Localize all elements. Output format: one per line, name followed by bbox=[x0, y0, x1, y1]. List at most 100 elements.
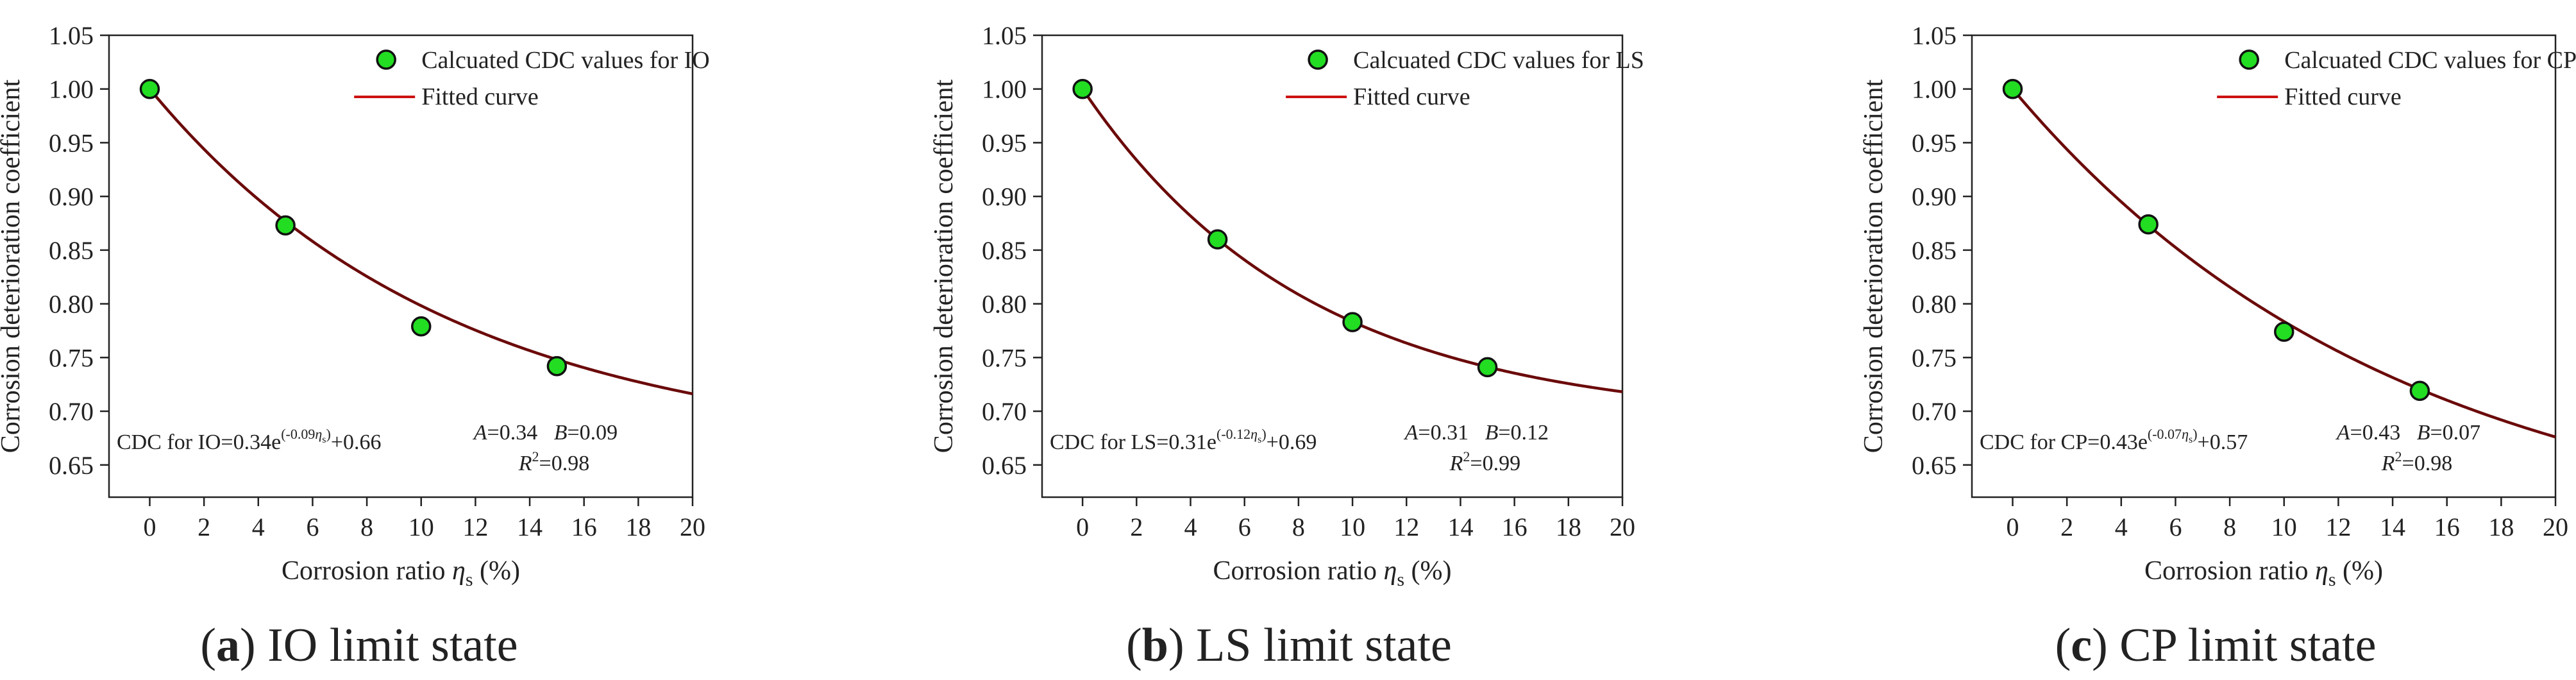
y-tick-label: 0.65 bbox=[982, 451, 1027, 480]
param-r-value: =0.99 bbox=[1470, 452, 1520, 475]
caption-close-paren: ) bbox=[1168, 619, 1184, 672]
x-axis-label-main: Corrosion ratio bbox=[282, 556, 452, 586]
y-tick-label: 1.00 bbox=[982, 75, 1027, 104]
x-tick-label: 0 bbox=[1076, 513, 1089, 541]
caption-letter: b bbox=[1142, 619, 1168, 672]
panel-caption: (c) CP limit state bbox=[2055, 619, 2377, 672]
caption-letter: c bbox=[2071, 619, 2092, 672]
y-tick-label: 1.05 bbox=[1912, 21, 1957, 50]
caption-open-paren: ( bbox=[1126, 619, 1142, 672]
plot-frame bbox=[108, 34, 694, 498]
fit-equation: CDC for LS=0.31e(-0.12ηs)+0.69 bbox=[1050, 426, 1317, 454]
x-tick-label: 12 bbox=[462, 513, 488, 541]
x-axis-label-main: Corrosion ratio bbox=[2144, 556, 2315, 586]
param-r-superscript: 2 bbox=[2395, 448, 2402, 464]
calculated-cdc-point bbox=[139, 78, 160, 99]
x-tick-label: 18 bbox=[2488, 513, 2514, 541]
caption-open-paren: ( bbox=[2055, 619, 2071, 672]
x-tick-label: 12 bbox=[1393, 513, 1419, 541]
x-tick-label: 14 bbox=[517, 513, 543, 541]
param-b-symbol: B bbox=[2417, 421, 2430, 445]
x-tick-label: 10 bbox=[2271, 513, 2297, 541]
y-tick-label: 0.75 bbox=[49, 343, 94, 372]
y-tick-label: 0.70 bbox=[1912, 397, 1957, 426]
calculated-cdc-point bbox=[2138, 214, 2159, 235]
calculated-cdc-point bbox=[2002, 78, 2023, 99]
fit-equation-exponent-subscript: s bbox=[322, 434, 326, 445]
y-tick-label: 0.80 bbox=[1912, 290, 1957, 319]
y-tick-label: 0.90 bbox=[1912, 182, 1957, 211]
param-r-value: =0.98 bbox=[539, 452, 590, 475]
fit-params-r2: R2=0.98 bbox=[2381, 448, 2452, 475]
x-tick-label: 18 bbox=[1556, 513, 1581, 541]
chart-panel-1: 0 2 4 6 8 10 12 14 16 18 20 0.65 0.70 0.75 0.80 0.85 0.9… bbox=[0, 21, 710, 672]
x-axis-label: Corrosion ratio ηs (%) bbox=[282, 556, 520, 590]
plot-frame bbox=[1971, 34, 2557, 498]
param-a-symbol: A bbox=[473, 421, 487, 445]
x-tick-label: 2 bbox=[2060, 513, 2073, 541]
fitted-curve-line bbox=[1081, 88, 1623, 393]
y-tick-label: 1.05 bbox=[982, 21, 1027, 50]
caption-text: LS limit state bbox=[1184, 619, 1452, 672]
fit-equation-prefix: CDC for IO=0.34e bbox=[117, 430, 281, 454]
fit-params-ab: A=0.31 B=0.12 bbox=[1404, 421, 1549, 445]
x-tick-label: 20 bbox=[680, 513, 705, 541]
param-r-superscript: 2 bbox=[532, 448, 539, 464]
x-tick-label: 6 bbox=[306, 513, 319, 541]
y-tick-label: 0.75 bbox=[982, 343, 1027, 372]
param-r-symbol: R bbox=[1449, 452, 1463, 475]
x-tick-label: 0 bbox=[2006, 513, 2019, 541]
y-tick-label: 0.85 bbox=[982, 236, 1027, 265]
calculated-cdc-point bbox=[410, 316, 432, 337]
fit-equation-suffix: +0.66 bbox=[331, 430, 382, 454]
x-axis-label-subscript: s bbox=[466, 569, 473, 590]
param-r-value: =0.98 bbox=[2402, 452, 2453, 475]
chart-panel-3: 0 2 4 6 8 10 12 14 16 18 20 0.65 0.70 0.75 0.80 0.85 0.9… bbox=[1859, 21, 2576, 672]
y-axis-label: Corrosion deterioration coefficient bbox=[0, 79, 26, 453]
calculated-cdc-point bbox=[1207, 229, 1228, 250]
legend-label-fitted-curve: Fitted curve bbox=[1353, 83, 1470, 110]
param-b-value: =0.07 bbox=[2430, 421, 2481, 445]
caption-open-paren: ( bbox=[200, 619, 216, 672]
legend-label-scatter: Calcuated CDC values for IO bbox=[421, 47, 710, 74]
plot-frame bbox=[1041, 34, 1624, 498]
fit-equation-eta: η bbox=[1250, 426, 1258, 442]
legend-marker-scatter bbox=[2239, 49, 2259, 70]
x-tick-label: 2 bbox=[198, 513, 210, 541]
y-tick-label: 1.05 bbox=[49, 21, 94, 50]
fit-equation: CDC for CP=0.43e(-0.07ηs)+0.57 bbox=[1980, 426, 2248, 454]
param-r-symbol: R bbox=[2381, 452, 2395, 475]
legend-marker-scatter bbox=[1308, 49, 1328, 70]
param-a-value: =0.43 bbox=[2350, 421, 2401, 445]
x-axis-label-unit: (%) bbox=[1404, 556, 1451, 586]
y-tick-label: 0.70 bbox=[982, 397, 1027, 426]
x-axis-label-symbol: η bbox=[2315, 556, 2328, 586]
fit-equation-exponent-close: ) bbox=[1261, 426, 1266, 442]
x-tick-label: 2 bbox=[1130, 513, 1143, 541]
x-tick-label: 4 bbox=[252, 513, 265, 541]
x-tick-label: 14 bbox=[1447, 513, 1473, 541]
x-tick-label: 8 bbox=[1292, 513, 1305, 541]
param-a-value: =0.31 bbox=[1418, 421, 1469, 445]
x-tick-label: 20 bbox=[1610, 513, 1635, 541]
fit-equation: CDC for IO=0.34e(-0.09ηs)+0.66 bbox=[117, 426, 382, 454]
param-gap bbox=[2400, 421, 2417, 445]
fit-equation-eta: η bbox=[315, 426, 322, 442]
x-tick-label: 8 bbox=[2223, 513, 2236, 541]
x-tick-label: 6 bbox=[2169, 513, 2182, 541]
fit-equation-prefix: CDC for LS=0.31e bbox=[1050, 430, 1216, 454]
fitted-curve-line bbox=[148, 88, 693, 396]
panel-caption: (a) IO limit state bbox=[200, 619, 518, 672]
x-tick-label: 16 bbox=[2434, 513, 2460, 541]
param-a-symbol: A bbox=[2336, 421, 2350, 445]
y-tick-label: 1.00 bbox=[1912, 75, 1957, 104]
y-axis-label: Corrosion deterioration coefficient bbox=[1859, 79, 1889, 453]
legend-label-fitted-curve: Fitted curve bbox=[421, 83, 539, 110]
param-a-symbol: A bbox=[1404, 421, 1418, 445]
y-tick-label: 0.65 bbox=[1912, 451, 1957, 480]
x-tick-label: 16 bbox=[571, 513, 597, 541]
x-axis-label-unit: (%) bbox=[2336, 556, 2383, 586]
panel-caption: (b) LS limit state bbox=[1126, 619, 1452, 672]
x-tick-label: 18 bbox=[625, 513, 651, 541]
